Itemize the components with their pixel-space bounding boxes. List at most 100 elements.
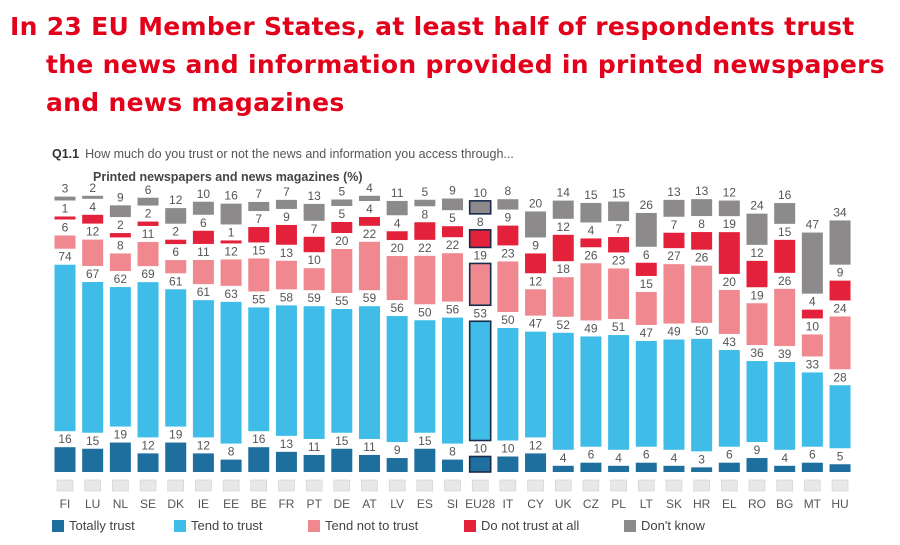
bar-totally-trust-pl [608,465,630,472]
bar-do-not-trust-lv [386,231,408,241]
bar-tend-to-trust-ee [220,301,242,444]
bar-do-not-trust-hr [691,232,713,250]
value-label-tend-to-trust-ee: 63 [224,287,238,301]
value-label-do-not-trust-ro: 12 [750,246,764,260]
value-label-do-not-trust-dk: 2 [172,225,179,239]
value-label-dont-know-sk: 13 [667,185,681,199]
value-label-tend-not-to-trust-fr: 13 [280,246,294,260]
bar-tend-not-to-trust-ee [220,259,242,286]
value-label-tend-to-trust-be: 55 [252,292,266,306]
flag-icon-dk [167,479,184,492]
bar-tend-to-trust-si [442,317,464,444]
value-label-tend-to-trust-pt: 59 [307,291,321,305]
value-label-totally-trust-it: 10 [501,442,515,456]
value-label-totally-trust-hr: 3 [698,452,705,466]
value-label-do-not-trust-cz: 4 [588,223,595,237]
bar-do-not-trust-at [358,217,380,226]
bar-totally-trust-bg [774,465,796,472]
value-label-do-not-trust-at: 4 [366,202,373,216]
legend-swatch-dont-know [624,519,636,532]
category-label-it: IT [503,497,514,511]
value-label-tend-not-to-trust-fi: 6 [62,221,69,235]
value-label-tend-to-trust-ro: 36 [750,346,764,360]
bar-dont-know-be [248,201,270,212]
category-label-nl: NL [113,497,129,511]
bar-tend-not-to-trust-cz [580,263,602,321]
category-label-se: SE [140,497,156,511]
value-label-tend-not-to-trust-hr: 26 [695,251,709,265]
bar-dont-know-fr [275,199,297,209]
value-label-dont-know-lv: 11 [391,186,404,200]
flag-icon-pl [610,479,627,492]
flag-icon-ee [222,479,240,492]
value-label-tend-not-to-trust-pt: 10 [307,253,321,267]
value-label-tend-to-trust-nl: 62 [114,272,128,286]
value-label-tend-not-to-trust-it: 23 [501,246,515,260]
value-label-tend-to-trust-cz: 49 [584,321,598,335]
value-label-tend-not-to-trust-sk: 27 [667,249,681,263]
bar-tend-not-to-trust-ie [192,259,214,285]
question-text: How much do you trust or not the news an… [85,147,514,161]
flag-icon-ro [748,479,766,492]
bar-do-not-trust-pl [608,237,630,253]
value-label-totally-trust-eu28: 10 [474,442,488,456]
category-label-lu: LU [85,497,100,511]
value-label-dont-know-fr: 7 [283,185,290,199]
value-label-tend-not-to-trust-cy: 12 [529,274,543,288]
bar-dont-know-lv [386,200,408,216]
bar-totally-trust-pt [303,454,325,472]
bar-totally-trust-uk [552,465,574,472]
flag-icon-fr [278,479,295,492]
flag-icon-be [250,479,268,492]
legend-label-totally-trust: Totally trust [69,518,135,533]
value-label-do-not-trust-el: 19 [723,217,737,231]
value-label-dont-know-at: 4 [366,181,373,195]
bar-do-not-trust-be [248,227,270,243]
bar-do-not-trust-bg [774,239,796,273]
bar-do-not-trust-lu [82,214,104,224]
bar-dont-know-pt [303,203,325,221]
flag-icon-hu [831,479,849,492]
category-label-si: SI [447,497,458,511]
category-label-es: ES [417,497,433,511]
bar-tend-to-trust-fr [275,305,297,436]
bar-totally-trust-cz [580,462,602,472]
bar-tend-not-to-trust-se [137,241,159,267]
category-label-at: AT [362,497,377,511]
bar-do-not-trust-nl [109,233,131,238]
value-label-tend-to-trust-hr: 50 [695,324,709,338]
category-label-ie: IE [198,497,209,511]
bar-totally-trust-ro [746,458,768,472]
category-label-uk: UK [555,497,572,511]
bar-tend-not-to-trust-pl [608,268,630,320]
value-label-tend-to-trust-at: 59 [363,291,377,305]
bar-totally-trust-lv [386,458,408,472]
category-label-be: BE [251,497,267,511]
bar-tend-to-trust-lv [386,316,408,443]
bar-tend-not-to-trust-mt [801,334,823,357]
value-label-do-not-trust-bg: 15 [778,225,792,239]
headline-line-2: the news and information provided in pri… [46,50,885,79]
legend-label-do-not-trust: Do not trust at all [481,518,580,533]
bar-tend-not-to-trust-de [331,249,353,293]
bar-do-not-trust-sk [663,232,685,249]
bar-tend-to-trust-de [331,309,353,433]
question-line: Q1.1 How much do you trust or not the new… [52,147,514,161]
value-label-totally-trust-pl: 4 [615,451,622,465]
value-label-do-not-trust-be: 7 [255,212,262,226]
value-label-totally-trust-sk: 4 [671,451,678,465]
bar-dont-know-cz [580,202,602,223]
bar-do-not-trust-cy [525,253,547,274]
value-label-totally-trust-at: 11 [363,440,376,454]
bar-dont-know-hu [829,220,851,265]
bar-tend-not-to-trust-fr [275,260,297,290]
bar-dont-know-dk [165,208,187,224]
category-label-hu: HU [831,497,848,511]
value-label-tend-not-to-trust-es: 22 [418,241,432,255]
bar-tend-to-trust-se [137,282,159,438]
value-label-totally-trust-dk: 19 [169,428,183,442]
bar-dont-know-eu28 [468,200,492,215]
bar-tend-to-trust-pl [608,335,630,450]
bar-totally-trust-nl [109,442,131,472]
value-label-dont-know-fi: 3 [62,182,69,196]
